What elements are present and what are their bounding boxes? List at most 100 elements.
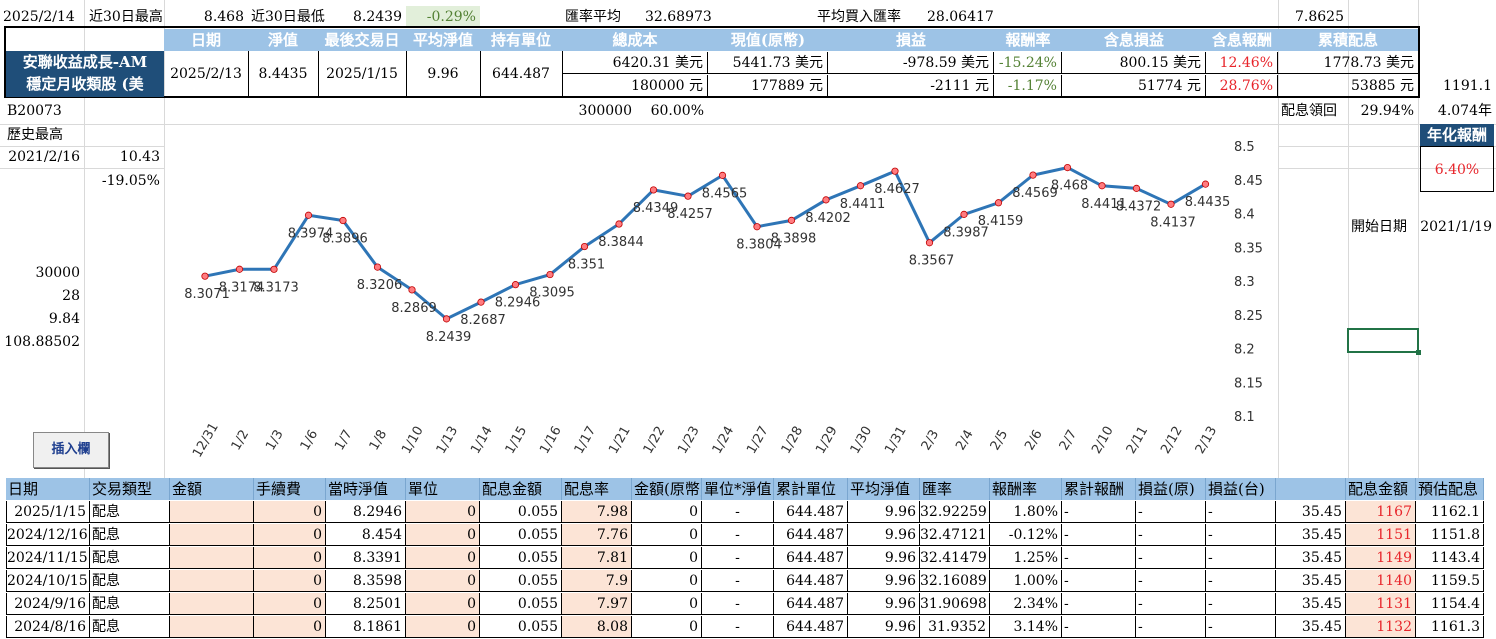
cell-blank[interactable]: 35.45 bbox=[1276, 524, 1346, 546]
cell-amount-orig[interactable]: 0 bbox=[632, 524, 702, 546]
cell-est-div[interactable]: 1159.5 bbox=[1416, 570, 1484, 592]
cell-fx-rate[interactable]: 31.9352 bbox=[920, 616, 990, 638]
cell-amount-orig[interactable]: 0 bbox=[632, 547, 702, 569]
cell-nav[interactable]: 8.1861 bbox=[326, 616, 406, 638]
cell-blank[interactable]: 35.45 bbox=[1276, 593, 1346, 615]
cell-pl-twd[interactable]: - bbox=[1206, 593, 1276, 615]
cell-fee[interactable]: 0 bbox=[254, 524, 326, 546]
cell-avg-nav[interactable]: 9.96 bbox=[848, 593, 920, 615]
cell-units-nav[interactable]: - bbox=[702, 524, 774, 546]
cell-avg-nav[interactable]: 9.96 bbox=[848, 524, 920, 546]
cell-div-amount2[interactable]: 1140 bbox=[1346, 570, 1416, 592]
cell-div-amount2[interactable]: 1151 bbox=[1346, 524, 1416, 546]
cell-div-amount[interactable]: 0.055 bbox=[480, 524, 562, 546]
cell-cum-units[interactable]: 644.487 bbox=[774, 570, 848, 592]
cell-amount-orig[interactable]: 0 bbox=[632, 616, 702, 638]
cell-div-amount2[interactable]: 1167 bbox=[1346, 501, 1416, 523]
cell-nav[interactable]: 8.3598 bbox=[326, 570, 406, 592]
cell-div-rate[interactable]: 7.9 bbox=[562, 570, 632, 592]
insert-column-button[interactable]: 插入欄 bbox=[33, 432, 109, 468]
cell-return[interactable]: -0.12% bbox=[990, 524, 1062, 546]
cell-return[interactable]: 1.25% bbox=[990, 547, 1062, 569]
cell-amount-orig[interactable]: 0 bbox=[632, 593, 702, 615]
cell-est-div[interactable]: 1151.8 bbox=[1416, 524, 1484, 546]
cell-pl-twd[interactable]: - bbox=[1206, 570, 1276, 592]
cell-units[interactable]: 0 bbox=[406, 616, 480, 638]
cell-div-amount[interactable]: 0.055 bbox=[480, 570, 562, 592]
cell-fx-rate[interactable]: 32.92259 bbox=[920, 501, 990, 523]
cell-date[interactable]: 2024/12/16 bbox=[6, 524, 90, 546]
cell-est-div[interactable]: 1143.4 bbox=[1416, 547, 1484, 569]
cell-amount[interactable] bbox=[170, 501, 254, 523]
cell-cum-return[interactable]: - bbox=[1062, 616, 1136, 638]
cell-pl-orig[interactable]: - bbox=[1136, 547, 1206, 569]
cell-units[interactable]: 0 bbox=[406, 547, 480, 569]
cell-cum-units[interactable]: 644.487 bbox=[774, 616, 848, 638]
cell-type[interactable]: 配息 bbox=[90, 570, 170, 592]
cell-div-amount[interactable]: 0.055 bbox=[480, 547, 562, 569]
cell-nav[interactable]: 8.2501 bbox=[326, 593, 406, 615]
cell-div-amount2[interactable]: 1131 bbox=[1346, 593, 1416, 615]
cell-units[interactable]: 0 bbox=[406, 501, 480, 523]
cell-cum-return[interactable]: - bbox=[1062, 593, 1136, 615]
cell-pl-orig[interactable]: - bbox=[1136, 570, 1206, 592]
cell-est-div[interactable]: 1161.3 bbox=[1416, 616, 1484, 638]
cell-pl-twd[interactable]: - bbox=[1206, 501, 1276, 523]
cell-div-amount[interactable]: 0.055 bbox=[480, 501, 562, 523]
cell-units-nav[interactable]: - bbox=[702, 616, 774, 638]
cell-units-nav[interactable]: - bbox=[702, 593, 774, 615]
cell-div-amount[interactable]: 0.055 bbox=[480, 616, 562, 638]
cell-return[interactable]: 1.80% bbox=[990, 501, 1062, 523]
cell-fx-rate[interactable]: 32.41479 bbox=[920, 547, 990, 569]
cell-est-div[interactable]: 1154.4 bbox=[1416, 593, 1484, 615]
cell-pl-twd[interactable]: - bbox=[1206, 524, 1276, 546]
cell-pl-orig[interactable]: - bbox=[1136, 593, 1206, 615]
cell-fee[interactable]: 0 bbox=[254, 501, 326, 523]
cell-fx-rate[interactable]: 32.47121 bbox=[920, 524, 990, 546]
cell-units[interactable]: 0 bbox=[406, 593, 480, 615]
cell-div-amount2[interactable]: 1132 bbox=[1346, 616, 1416, 638]
cell-return[interactable]: 3.14% bbox=[990, 616, 1062, 638]
cell-fx-rate[interactable]: 31.90698 bbox=[920, 593, 990, 615]
cell-type[interactable]: 配息 bbox=[90, 501, 170, 523]
cell-type[interactable]: 配息 bbox=[90, 616, 170, 638]
cell-div-rate[interactable]: 8.08 bbox=[562, 616, 632, 638]
cell-date[interactable]: 2024/10/15 bbox=[6, 570, 90, 592]
cell-amount[interactable] bbox=[170, 547, 254, 569]
cell-amount[interactable] bbox=[170, 570, 254, 592]
cell-fee[interactable]: 0 bbox=[254, 570, 326, 592]
cell-nav[interactable]: 8.3391 bbox=[326, 547, 406, 569]
cell-div-rate[interactable]: 7.97 bbox=[562, 593, 632, 615]
cell-units-nav[interactable]: - bbox=[702, 570, 774, 592]
cell-div-amount[interactable]: 0.055 bbox=[480, 593, 562, 615]
cell-fee[interactable]: 0 bbox=[254, 616, 326, 638]
cell-pl-orig[interactable]: - bbox=[1136, 501, 1206, 523]
cell-est-div[interactable]: 1162.1 bbox=[1416, 501, 1484, 523]
cell-cum-units[interactable]: 644.487 bbox=[774, 501, 848, 523]
cell-pl-orig[interactable]: - bbox=[1136, 616, 1206, 638]
cell-cum-units[interactable]: 644.487 bbox=[774, 593, 848, 615]
cell-blank[interactable]: 35.45 bbox=[1276, 570, 1346, 592]
cell-fee[interactable]: 0 bbox=[254, 547, 326, 569]
cell-date[interactable]: 2025/1/15 bbox=[6, 501, 90, 523]
cell-amount[interactable] bbox=[170, 524, 254, 546]
cell-avg-nav[interactable]: 9.96 bbox=[848, 616, 920, 638]
cell-nav[interactable]: 8.2946 bbox=[326, 501, 406, 523]
cell-cum-units[interactable]: 644.487 bbox=[774, 524, 848, 546]
cell-nav[interactable]: 8.454 bbox=[326, 524, 406, 546]
cell-avg-nav[interactable]: 9.96 bbox=[848, 547, 920, 569]
cell-cum-return[interactable]: - bbox=[1062, 501, 1136, 523]
selected-cell[interactable] bbox=[1347, 328, 1419, 353]
cell-blank[interactable]: 35.45 bbox=[1276, 501, 1346, 523]
cell-pl-twd[interactable]: - bbox=[1206, 616, 1276, 638]
cell-return[interactable]: 1.00% bbox=[990, 570, 1062, 592]
cell-cum-return[interactable]: - bbox=[1062, 570, 1136, 592]
cell-units-nav[interactable]: - bbox=[702, 501, 774, 523]
cell-pl-twd[interactable]: - bbox=[1206, 547, 1276, 569]
cell-amount-orig[interactable]: 0 bbox=[632, 501, 702, 523]
cell-units-nav[interactable]: - bbox=[702, 547, 774, 569]
cell-fx-rate[interactable]: 32.16089 bbox=[920, 570, 990, 592]
cell-cum-return[interactable]: - bbox=[1062, 547, 1136, 569]
cell-amount[interactable] bbox=[170, 593, 254, 615]
cell-avg-nav[interactable]: 9.96 bbox=[848, 570, 920, 592]
